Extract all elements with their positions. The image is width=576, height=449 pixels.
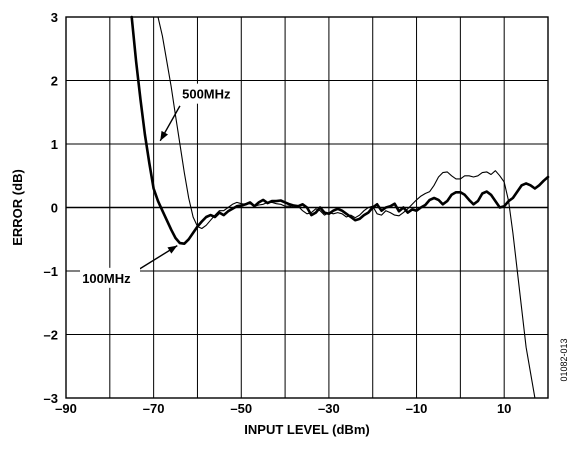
x-tick-label: –50	[230, 401, 252, 416]
label-500mhz-bg	[177, 83, 238, 104]
figure-code: 01082-013	[559, 338, 569, 381]
label-100mhz-bg	[80, 267, 141, 288]
y-tick-label: 0	[51, 201, 58, 216]
y-tick-label: 1	[51, 137, 58, 152]
series-group	[130, 15, 550, 399]
annotations-group: 500MHz 100MHz	[80, 83, 238, 288]
series-line-500mhz	[157, 16, 536, 399]
annotation-500mhz-arrow-head	[160, 130, 169, 141]
x-tick-label: –30	[318, 401, 340, 416]
x-tick-label: –70	[143, 401, 165, 416]
plot-frame	[65, 16, 549, 399]
y-tick-label: –1	[44, 264, 58, 279]
x-tick-label: 10	[497, 401, 511, 416]
y-tick-label: 2	[51, 74, 58, 89]
y-tick-label: 3	[51, 10, 58, 25]
label-500mhz: 500MHz	[182, 87, 231, 102]
y-axis-label: ERROR (dB)	[10, 169, 25, 246]
series-line-100mhz	[130, 15, 550, 245]
x-axis-label: INPUT LEVEL (dBm)	[244, 422, 369, 437]
x-tick-label: –90	[55, 401, 77, 416]
y-tick-label: –3	[44, 391, 58, 406]
x-tick-label: –10	[406, 401, 428, 416]
annotation-100mhz-arrow-head	[167, 245, 178, 254]
label-100mhz: 100MHz	[82, 271, 131, 286]
y-tick-label: –2	[44, 328, 58, 343]
